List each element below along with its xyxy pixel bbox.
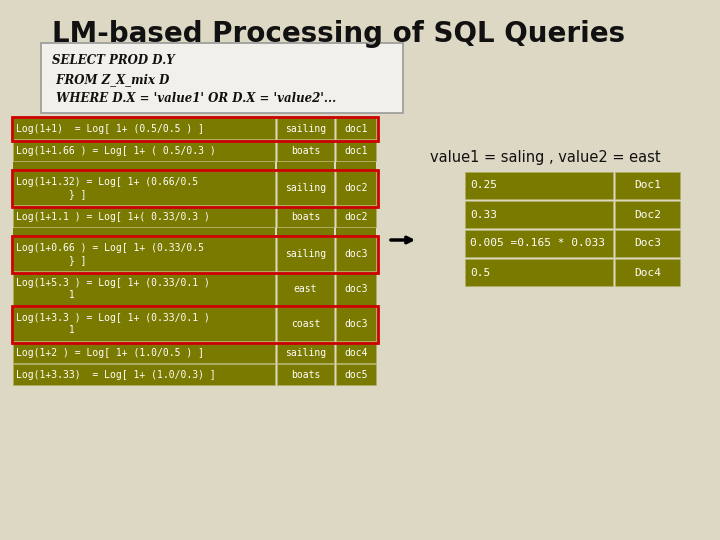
- Bar: [13, 206, 275, 227]
- Bar: [12, 117, 377, 140]
- FancyBboxPatch shape: [41, 43, 403, 113]
- Bar: [615, 201, 680, 228]
- Text: Doc1: Doc1: [634, 180, 661, 191]
- Bar: [12, 306, 377, 342]
- Text: sailing: sailing: [285, 183, 326, 193]
- Bar: [277, 171, 334, 205]
- Bar: [12, 235, 377, 273]
- Bar: [13, 237, 275, 271]
- Text: value1 = saling , value2 = east: value1 = saling , value2 = east: [430, 150, 661, 165]
- Bar: [13, 364, 275, 385]
- Bar: [336, 140, 376, 161]
- Text: doc5: doc5: [344, 369, 368, 380]
- Text: boats: boats: [291, 145, 320, 156]
- Bar: [336, 364, 376, 385]
- Bar: [615, 259, 680, 286]
- Bar: [336, 307, 376, 341]
- Text: doc2: doc2: [344, 183, 368, 193]
- Bar: [277, 237, 334, 271]
- Bar: [13, 171, 275, 205]
- Bar: [13, 342, 275, 363]
- Bar: [465, 201, 613, 228]
- Text: sailing: sailing: [285, 348, 326, 357]
- Text: doc2: doc2: [344, 212, 368, 221]
- Bar: [615, 230, 680, 257]
- Bar: [13, 118, 275, 139]
- Text: Log(1+5.3 ) = Log[ 1+ (0.33/0.1 )
         1: Log(1+5.3 ) = Log[ 1+ (0.33/0.1 ) 1: [16, 278, 210, 300]
- Bar: [336, 272, 376, 306]
- Bar: [465, 230, 613, 257]
- Bar: [13, 140, 275, 161]
- Bar: [615, 172, 680, 199]
- Bar: [336, 162, 376, 170]
- Text: doc3: doc3: [344, 319, 368, 329]
- Text: Log(1+1.1 ) = Log[ 1+( 0.33/0.3 ): Log(1+1.1 ) = Log[ 1+( 0.33/0.3 ): [16, 212, 210, 221]
- Text: WHERE D.X = 'value1' OR D.X = 'value2'...: WHERE D.X = 'value1' OR D.X = 'value2'..…: [52, 92, 336, 105]
- Text: doc1: doc1: [344, 124, 368, 133]
- Bar: [12, 170, 377, 206]
- Text: Log(1+1.32) = Log[ 1+ (0.66/0.5
         } ]: Log(1+1.32) = Log[ 1+ (0.66/0.5 } ]: [16, 177, 198, 199]
- Text: Log(1+0.66 ) = Log[ 1+ (0.33/0.5
         } ]: Log(1+0.66 ) = Log[ 1+ (0.33/0.5 } ]: [16, 243, 204, 265]
- Bar: [336, 118, 376, 139]
- Bar: [336, 206, 376, 227]
- Text: Doc4: Doc4: [634, 267, 661, 278]
- Bar: [277, 307, 334, 341]
- Text: LM-based Processing of SQL Queries: LM-based Processing of SQL Queries: [52, 20, 625, 48]
- Bar: [13, 272, 275, 306]
- Bar: [336, 342, 376, 363]
- Text: SELECT PROD D.Y: SELECT PROD D.Y: [52, 54, 175, 67]
- Bar: [277, 364, 334, 385]
- Text: east: east: [294, 284, 318, 294]
- Text: Log(1+2 ) = Log[ 1+ (1.0/0.5 ) ]: Log(1+2 ) = Log[ 1+ (1.0/0.5 ) ]: [16, 348, 204, 357]
- Text: doc3: doc3: [344, 249, 368, 259]
- Bar: [277, 206, 334, 227]
- Text: Doc2: Doc2: [634, 210, 661, 219]
- Text: 0.33: 0.33: [470, 210, 497, 219]
- Bar: [13, 307, 275, 341]
- Bar: [336, 237, 376, 271]
- Text: FROM Z_X_mix D: FROM Z_X_mix D: [52, 73, 169, 86]
- Bar: [277, 162, 334, 170]
- Bar: [13, 228, 275, 236]
- Text: 0.5: 0.5: [470, 267, 490, 278]
- Bar: [336, 228, 376, 236]
- Bar: [13, 162, 275, 170]
- Text: sailing: sailing: [285, 124, 326, 133]
- Text: coast: coast: [291, 319, 320, 329]
- Text: doc3: doc3: [344, 284, 368, 294]
- Text: Log(1+3.3 ) = Log[ 1+ (0.33/0.1 )
         1: Log(1+3.3 ) = Log[ 1+ (0.33/0.1 ) 1: [16, 313, 210, 335]
- Bar: [465, 259, 613, 286]
- Text: doc4: doc4: [344, 348, 368, 357]
- Text: Log(1+1.66 ) = Log[ 1+ ( 0.5/0.3 ): Log(1+1.66 ) = Log[ 1+ ( 0.5/0.3 ): [16, 145, 216, 156]
- Text: Log(1+1)  = Log[ 1+ (0.5/0.5 ) ]: Log(1+1) = Log[ 1+ (0.5/0.5 ) ]: [16, 124, 204, 133]
- Bar: [277, 342, 334, 363]
- Text: boats: boats: [291, 212, 320, 221]
- Bar: [465, 172, 613, 199]
- Text: doc1: doc1: [344, 145, 368, 156]
- Text: 0.005 =0.165 * 0.033: 0.005 =0.165 * 0.033: [470, 239, 605, 248]
- Text: 0.25: 0.25: [470, 180, 497, 191]
- Bar: [277, 272, 334, 306]
- Text: sailing: sailing: [285, 249, 326, 259]
- Bar: [277, 140, 334, 161]
- Bar: [277, 228, 334, 236]
- Bar: [336, 171, 376, 205]
- Text: Doc3: Doc3: [634, 239, 661, 248]
- Text: boats: boats: [291, 369, 320, 380]
- Text: Log(1+3.33)  = Log[ 1+ (1.0/0.3) ]: Log(1+3.33) = Log[ 1+ (1.0/0.3) ]: [16, 369, 216, 380]
- Bar: [277, 118, 334, 139]
